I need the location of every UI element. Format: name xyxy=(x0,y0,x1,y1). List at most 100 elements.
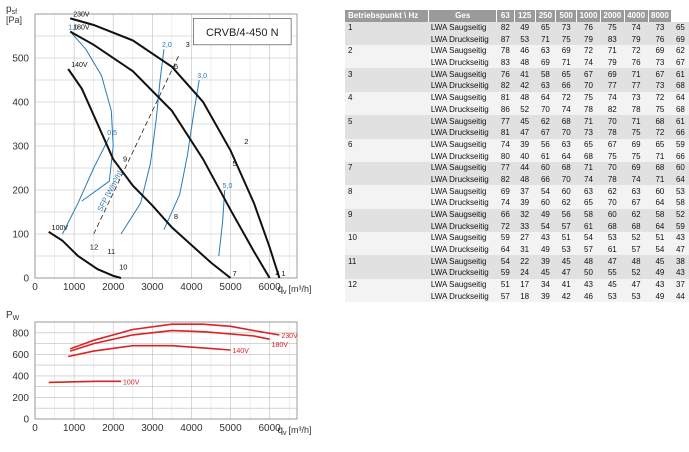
value-cell: 62 xyxy=(631,210,641,220)
value-cell: 71 xyxy=(561,58,571,68)
value-cell: 47 xyxy=(675,245,685,255)
value-cell: 44 xyxy=(520,163,530,173)
value-cell: 41 xyxy=(520,69,530,79)
chart1-sfp-curve xyxy=(61,136,110,235)
value-cell: 65 xyxy=(561,69,571,79)
value-cell: 59 xyxy=(500,268,510,278)
value-cell: 56 xyxy=(540,139,550,149)
chart1-series-label: 180V xyxy=(73,25,90,32)
value-cell: 33 xyxy=(520,221,530,231)
operating-point-cell: 5 xyxy=(348,116,353,126)
value-cell: 51 xyxy=(500,280,510,290)
value-cell: 31 xyxy=(520,245,530,255)
measurement-label-cell: LWA Druckseitig xyxy=(430,34,489,44)
value-cell: 68 xyxy=(655,163,665,173)
value-cell: 60 xyxy=(561,186,571,196)
operating-point-cell xyxy=(345,33,429,45)
value-cell: 65 xyxy=(584,139,593,149)
measurement-label-cell: LWA Saugseitig xyxy=(430,256,487,266)
value-cell: 46 xyxy=(520,46,530,56)
value-cell: 22 xyxy=(520,256,530,266)
value-cell: 42 xyxy=(561,291,571,301)
measurement-label-cell: LWA Saugseitig xyxy=(430,210,487,220)
chart2-x-tick-label: 2000 xyxy=(102,423,125,434)
value-cell: 47 xyxy=(607,256,617,266)
value-cell: 61 xyxy=(675,116,685,126)
chart1-series-line xyxy=(69,17,281,279)
value-cell: 75 xyxy=(607,151,617,161)
value-cell: 50 xyxy=(584,268,593,278)
table-header-cell: 125 xyxy=(514,10,536,22)
value-cell: 70 xyxy=(607,163,617,173)
value-cell: 34 xyxy=(540,280,550,290)
chart1-x-tick-label: 3000 xyxy=(141,282,164,293)
value-cell: 59 xyxy=(675,221,685,231)
chart1-operating-point-label: 5 xyxy=(233,159,237,168)
value-cell: 70 xyxy=(584,81,593,91)
chart1-series-line xyxy=(48,230,122,279)
chart1-y-axis-unit: [Pa] xyxy=(6,15,22,25)
operating-point-cell: 11 xyxy=(348,256,357,266)
value-cell: 39 xyxy=(520,139,530,149)
value-cell: 27 xyxy=(520,233,530,243)
value-cell: 73 xyxy=(655,23,665,33)
table-header-cell: 1000 xyxy=(576,10,601,22)
chart1-sfp-curve xyxy=(218,189,226,257)
chart2-series-label: 230V xyxy=(281,333,298,340)
chart1-sfp-curve-label: 5,0 xyxy=(223,183,233,190)
value-cell: 71 xyxy=(655,174,665,184)
table-header-cell: 500 xyxy=(555,10,578,22)
value-cell: 74 xyxy=(500,198,510,208)
value-cell: 63 xyxy=(540,81,550,91)
operating-point-cell xyxy=(345,150,429,162)
value-cell: 60 xyxy=(607,210,617,220)
value-cell: 75 xyxy=(607,23,617,33)
chart1-x-tick-label: 1000 xyxy=(63,282,86,293)
operating-point-cell xyxy=(345,244,429,256)
chart1-series-line xyxy=(67,68,232,279)
value-cell: 77 xyxy=(631,81,641,91)
value-cell: 49 xyxy=(655,291,665,301)
value-cell: 75 xyxy=(584,93,593,103)
value-cell: 70 xyxy=(607,198,617,208)
chart2-x-tick-label: 3000 xyxy=(141,423,164,434)
value-cell: 48 xyxy=(520,58,530,68)
value-cell: 52 xyxy=(675,210,685,220)
value-cell: 62 xyxy=(540,116,550,126)
value-cell: 68 xyxy=(631,221,641,231)
value-cell: 82 xyxy=(500,174,510,184)
value-cell: 74 xyxy=(584,174,593,184)
value-cell: 61 xyxy=(584,221,593,231)
value-cell: 66 xyxy=(675,151,685,161)
chart2-y-axis-label: PW xyxy=(6,310,20,322)
value-cell: 57 xyxy=(561,221,571,231)
table-header-cell: 4000 xyxy=(624,10,649,22)
value-cell: 63 xyxy=(631,186,641,196)
table-row: LWA Druckseitig 57 18 39 42 46 53 53 49 44 xyxy=(345,290,689,303)
value-cell: 58 xyxy=(675,198,685,208)
table-row: LWA Druckseitig 59 24 45 47 50 55 52 49 43 xyxy=(345,267,689,279)
value-cell: 61 xyxy=(540,151,550,161)
chart1-operating-point-label: 8 xyxy=(174,212,178,221)
operating-point-cell: 3 xyxy=(348,69,353,79)
operating-point-cell xyxy=(345,291,429,303)
value-cell: 64 xyxy=(655,198,665,208)
value-cell: 18 xyxy=(520,291,530,301)
value-cell: 86 xyxy=(500,104,510,114)
table-row: LWA Druckseitig 82 48 66 70 74 78 74 71 64 xyxy=(345,173,689,186)
value-cell: 73 xyxy=(584,128,593,138)
value-cell: 69 xyxy=(540,58,550,68)
value-cell: 49 xyxy=(540,210,550,220)
value-cell: 53 xyxy=(631,291,641,301)
chart2-series-line xyxy=(69,329,270,352)
value-cell: 72 xyxy=(500,221,510,231)
sound-power-table: Betriebspunkt \ Hz Ges 63 125 250 500 1000 2000… xyxy=(345,10,689,303)
value-cell: 78 xyxy=(584,104,593,114)
value-cell: 48 xyxy=(520,174,530,184)
operating-point-cell xyxy=(345,57,429,69)
chart2-x-axis-label: qv [m³/h] xyxy=(277,425,311,437)
table-row: LWA Druckseitig 72 33 54 57 61 68 68 64 59 xyxy=(345,220,689,233)
value-cell: 54 xyxy=(500,256,510,266)
value-cell: 70 xyxy=(607,116,617,126)
value-cell: 17 xyxy=(520,280,530,290)
